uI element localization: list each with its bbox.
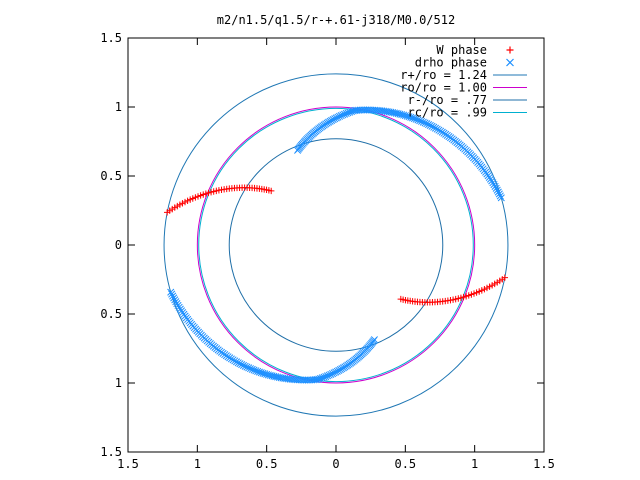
drho-phase-point	[430, 123, 438, 131]
legend-label: ro/ro = 1.00	[400, 81, 487, 95]
drho-phase-point	[428, 122, 436, 130]
drho-phase-point	[416, 117, 424, 125]
drho-phase-point	[169, 292, 177, 300]
y-tick-label: 1.5	[100, 445, 122, 459]
drho-phase-point	[423, 120, 431, 128]
drho-phase-point	[167, 288, 175, 296]
drho-phase-point	[236, 360, 244, 368]
drho-phase-point	[232, 358, 241, 366]
drho-phase-point	[171, 296, 179, 304]
reference-circle	[196, 106, 476, 384]
drho-phase-point	[250, 366, 258, 374]
drho-phase-point	[494, 188, 502, 196]
drho-phase-point	[492, 184, 500, 192]
drho-phase-point	[419, 118, 427, 126]
drho-phase-point	[417, 117, 426, 125]
legend-marker	[506, 46, 514, 54]
phase-points	[164, 106, 508, 384]
drho-phase-point	[431, 124, 440, 132]
axis-ticks: 1.5 1 0.5 0 0.5 1 1.51.510.500.511.5	[100, 31, 555, 471]
drho-phase-point	[490, 181, 498, 189]
drho-phase-point	[245, 364, 253, 372]
w-phase-point	[268, 187, 275, 195]
x-tick-label: 1.5	[533, 457, 555, 471]
x-tick-label: 1	[194, 457, 201, 471]
drho-phase-point	[491, 182, 499, 190]
x-tick-label: 0.5	[256, 457, 278, 471]
drho-phase-point	[495, 190, 503, 198]
drho-phase-point	[174, 301, 182, 309]
drho-phase-point	[246, 365, 255, 373]
y-tick-label: 1	[115, 376, 122, 390]
legend-label: r-/ro = .77	[408, 93, 487, 107]
x-tick-label: 0.5	[394, 457, 416, 471]
drho-phase-point	[243, 363, 251, 371]
drho-phase-point	[426, 121, 434, 129]
drho-phase-point	[234, 359, 242, 367]
drho-phase-point	[496, 192, 504, 200]
drho-phase-point	[414, 116, 422, 124]
reference-circles	[163, 73, 509, 417]
y-tick-label: 0	[115, 238, 122, 252]
drho-phase-point	[425, 121, 433, 129]
drho-phase-point	[497, 194, 505, 202]
x-tick-label: 0	[332, 457, 339, 471]
drho-phase-point	[231, 357, 239, 365]
drho-phase-point	[433, 125, 441, 133]
legend-label: rc/ro = .99	[408, 106, 487, 120]
drho-phase-point	[172, 298, 180, 306]
drho-phase-point	[170, 294, 178, 302]
legend-marker	[506, 58, 514, 67]
legend-label: r+/ro = 1.24	[400, 68, 487, 82]
legend-label: W phase	[436, 43, 487, 57]
reference-circle	[198, 107, 474, 383]
drho-phase-point	[241, 362, 249, 370]
drho-phase-point	[239, 361, 247, 369]
chart-title: m2/n1.5/q1.5/r-+.61-j318/M0.0/512	[217, 13, 455, 27]
drho-phase-point	[493, 186, 501, 194]
drho-phase-point	[238, 361, 246, 369]
legend-label: drho phase	[415, 56, 487, 70]
y-tick-label: 0.5	[100, 169, 122, 183]
drho-phase-point	[421, 119, 429, 127]
drho-phase-point	[173, 300, 181, 308]
w-phase-point	[397, 295, 404, 303]
drho-phase-point	[248, 365, 256, 373]
x-tick-label: 1.5	[117, 457, 139, 471]
y-tick-label: 1	[115, 100, 122, 114]
y-tick-label: 1.5	[100, 31, 122, 45]
drho-phase-point	[168, 290, 176, 298]
y-tick-label: 0.5	[100, 307, 122, 321]
reference-circle	[228, 138, 444, 352]
x-tick-label: 1	[471, 457, 478, 471]
reference-circle	[163, 73, 509, 417]
